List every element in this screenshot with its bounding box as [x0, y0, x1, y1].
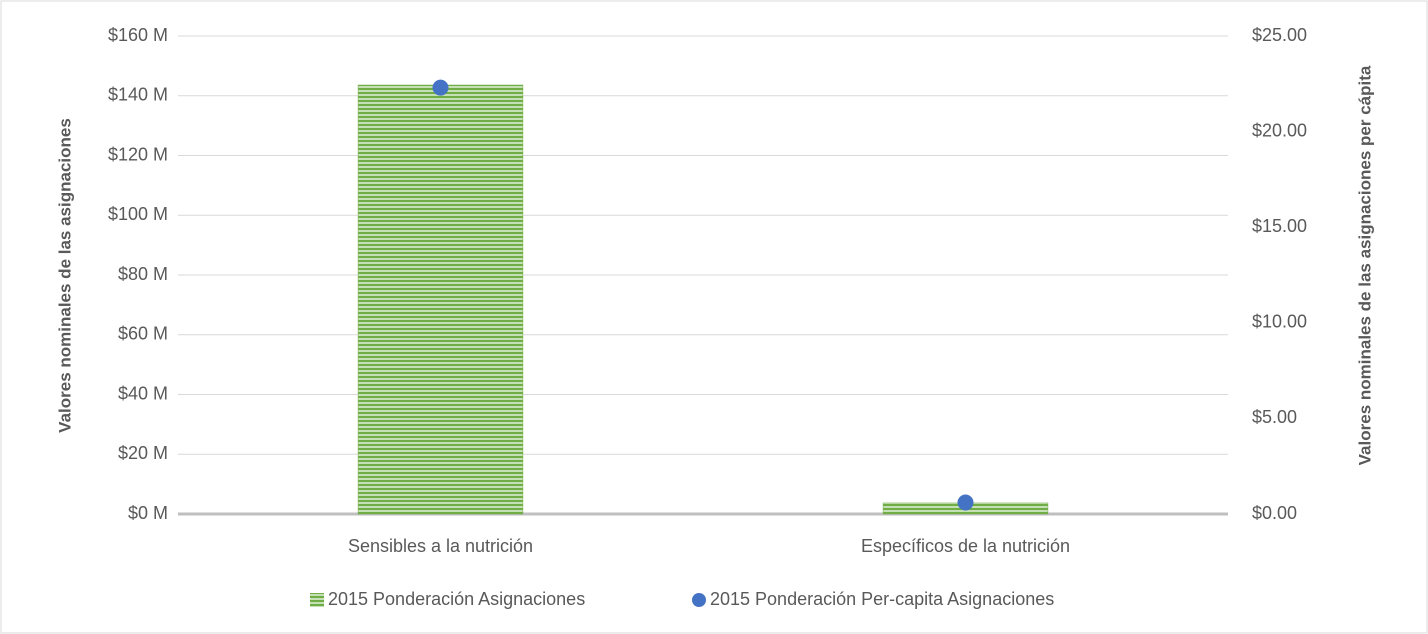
y2-tick-label: $5.00: [1252, 407, 1297, 427]
legend-label: 2015 Ponderación Asignaciones: [328, 589, 585, 609]
y2-tick-label: $20.00: [1252, 120, 1307, 140]
x-tick-label: Sensibles a la nutrición: [348, 536, 533, 556]
y2-tick-label: $15.00: [1252, 216, 1307, 236]
legend-swatch: [692, 593, 706, 607]
legend-label: 2015 Ponderación Per-capita Asignaciones: [710, 589, 1054, 609]
y-tick-label: $0 M: [128, 503, 168, 523]
bar: [357, 84, 524, 515]
y-axis-title: Valores nominales de las asignaciones: [55, 118, 75, 433]
y-tick-label: $20 M: [118, 443, 168, 463]
y-tick-label: $100 M: [108, 204, 168, 224]
y-tick-label: $80 M: [118, 264, 168, 284]
y2-tick-label: $25.00: [1252, 25, 1307, 45]
point: [432, 79, 449, 96]
y-tick-label: $40 M: [118, 383, 168, 403]
y-tick-label: $60 M: [118, 324, 168, 344]
y-tick-label: $160 M: [108, 25, 168, 45]
y2-tick-label: $10.00: [1252, 312, 1307, 332]
y2-axis-title: Valores nominales de las asignaciones pe…: [1355, 65, 1375, 466]
x-tick-label: Específicos de la nutrición: [861, 536, 1070, 556]
y-tick-label: $120 M: [108, 144, 168, 164]
y-tick-label: $140 M: [108, 85, 168, 105]
point: [957, 494, 974, 511]
y2-tick-label: $0.00: [1252, 503, 1297, 523]
legend-swatch: [310, 593, 324, 607]
